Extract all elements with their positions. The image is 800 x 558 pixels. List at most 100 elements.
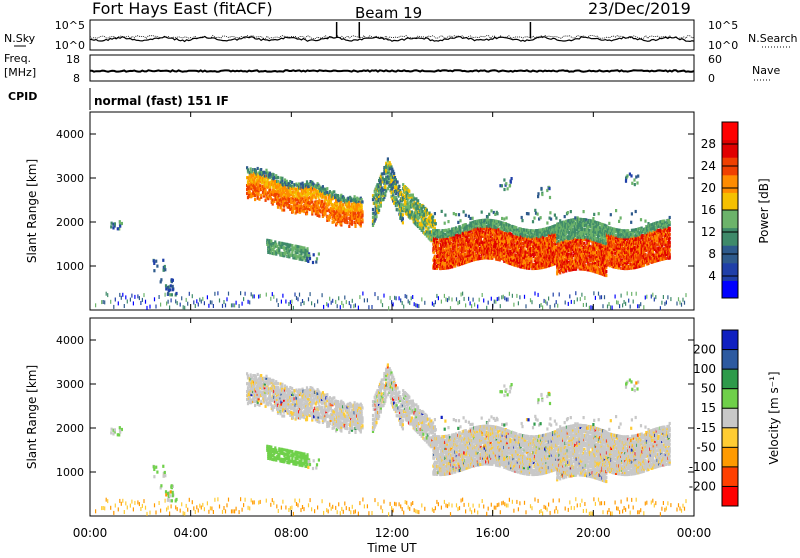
nsky-tick-bottom-right: 10^0 xyxy=(708,39,738,52)
freq-tick-bottom: 8 xyxy=(73,72,80,85)
power-cell xyxy=(527,212,529,215)
power-cell xyxy=(488,213,490,216)
power-cell xyxy=(346,216,348,219)
power-cell xyxy=(398,185,400,188)
power-cell xyxy=(567,211,569,214)
freq-panel xyxy=(90,55,694,81)
power-cell xyxy=(546,221,548,224)
power-cell xyxy=(277,176,279,179)
power-cell xyxy=(325,196,327,199)
power-cell xyxy=(459,225,461,228)
power-cell xyxy=(574,216,576,219)
power-cell xyxy=(490,209,492,212)
power-cell xyxy=(583,210,585,213)
freq-label-2: [MHz] xyxy=(4,66,36,79)
power-cell xyxy=(412,194,414,197)
power-cell xyxy=(333,190,335,193)
date-label: 23/Dec/2019 xyxy=(588,0,691,18)
nsky-tick-top-left: 10^5 xyxy=(55,19,85,32)
power-cell xyxy=(481,211,483,214)
power-cell xyxy=(260,168,262,171)
power-cell xyxy=(375,215,377,218)
power-cell xyxy=(459,219,461,222)
power-cell xyxy=(444,222,446,225)
power-cell xyxy=(372,208,374,211)
power-cell xyxy=(408,190,410,193)
power-cell xyxy=(537,213,539,216)
power-cell xyxy=(593,213,595,216)
power-cell xyxy=(469,217,471,220)
freq-series xyxy=(90,70,694,71)
power-cell xyxy=(463,210,465,213)
power-cell xyxy=(354,195,356,198)
power-cell xyxy=(605,270,607,273)
power-cell xyxy=(435,222,437,225)
power-cell xyxy=(592,217,594,220)
power-cell xyxy=(453,212,455,215)
freq-label-1: Freq. xyxy=(4,52,31,65)
power-cell xyxy=(598,212,600,215)
power-cell xyxy=(540,216,542,219)
power-cell xyxy=(393,172,395,175)
power-cell xyxy=(387,157,389,160)
power-cell xyxy=(402,221,404,224)
power-cell xyxy=(554,214,556,217)
power-cell xyxy=(521,216,523,219)
power-cell xyxy=(521,219,523,222)
nave-tick-top: 60 xyxy=(708,53,722,66)
power-cell xyxy=(509,232,511,235)
power-cell xyxy=(530,257,532,260)
power-cell xyxy=(465,214,467,217)
power-cell xyxy=(503,217,505,220)
power-cell xyxy=(361,204,363,207)
power-cell xyxy=(517,264,519,267)
power-cell xyxy=(434,219,436,222)
power-cell xyxy=(555,217,557,220)
power-cell xyxy=(564,215,566,218)
power-cell xyxy=(457,221,459,224)
power-cell xyxy=(337,194,339,197)
power-cell xyxy=(550,218,552,221)
power-cell xyxy=(361,200,363,203)
power-cell xyxy=(361,210,363,213)
cpid-text: normal (fast) 151 IF xyxy=(94,94,229,108)
power-cell xyxy=(281,177,283,180)
power-cell xyxy=(417,199,419,202)
power-cell xyxy=(533,217,535,220)
nsearch-line xyxy=(90,36,694,39)
power-cell xyxy=(549,211,551,214)
beam-label: Beam 19 xyxy=(355,4,422,22)
power-cell xyxy=(441,210,443,213)
power-cell xyxy=(570,252,572,255)
nsky-series xyxy=(90,22,694,42)
power-cell xyxy=(407,200,409,203)
cpid-label: CPID xyxy=(8,90,37,103)
power-cell xyxy=(348,225,350,228)
power-cell xyxy=(378,209,380,212)
power-panel-frame xyxy=(90,112,694,310)
power-cell xyxy=(318,215,320,218)
power-cell xyxy=(534,209,536,212)
power-cell xyxy=(447,220,449,223)
power-cell xyxy=(501,217,503,220)
power-cell xyxy=(402,217,404,220)
power-cell xyxy=(570,210,572,213)
power-cell xyxy=(434,212,436,215)
freq-line xyxy=(90,70,694,71)
power-cell xyxy=(605,274,607,277)
power-cell xyxy=(506,216,508,219)
power-cell xyxy=(283,208,285,211)
nsky-panel xyxy=(90,20,694,50)
nsky-label: N.Sky xyxy=(4,32,36,45)
power-cell xyxy=(532,220,534,223)
power-cell xyxy=(422,227,424,230)
power-cell xyxy=(472,217,474,220)
power-cell xyxy=(433,251,435,254)
power-cell xyxy=(411,210,413,213)
nsky-tick-bottom-left: 10^0 xyxy=(55,39,85,52)
nsky-tick-top-right: 10^5 xyxy=(708,19,738,32)
power-cell xyxy=(496,212,498,215)
power-cell xyxy=(426,209,428,212)
freq-tick-top: 18 xyxy=(66,53,80,66)
